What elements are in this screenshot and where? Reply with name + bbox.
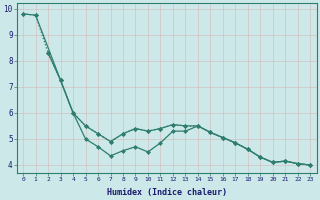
X-axis label: Humidex (Indice chaleur): Humidex (Indice chaleur) <box>107 188 227 197</box>
